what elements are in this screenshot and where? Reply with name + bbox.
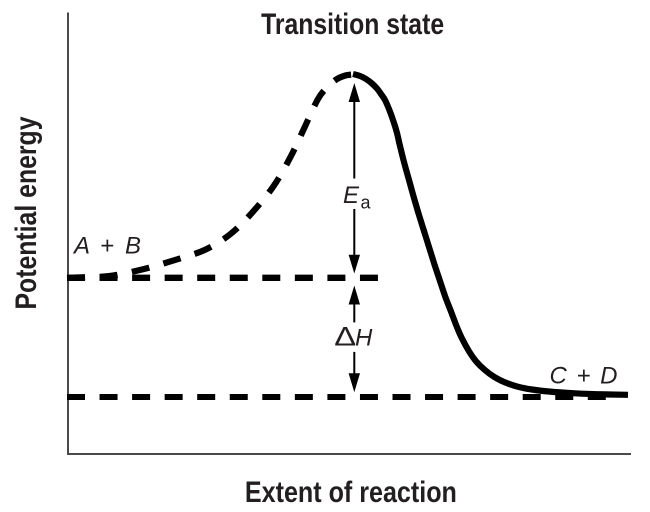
svg-text:Extent of reaction: Extent of reaction — [245, 476, 457, 509]
svg-text:H: H — [355, 325, 373, 352]
svg-text:C + D: C + D — [550, 363, 618, 390]
svg-text:E: E — [343, 182, 360, 209]
svg-text:Potential energy: Potential energy — [10, 116, 43, 309]
svg-text:A + B: A + B — [72, 233, 141, 260]
svg-text:a: a — [361, 193, 372, 213]
svg-text:Δ: Δ — [334, 322, 356, 352]
svg-text:Transition state: Transition state — [261, 8, 444, 41]
